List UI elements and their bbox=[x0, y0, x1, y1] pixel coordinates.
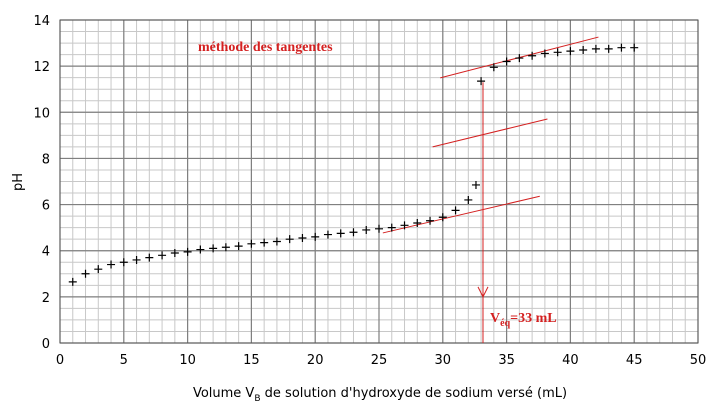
x-axis-label: Volume VB de solution d'hydroxyde de sod… bbox=[193, 386, 567, 404]
data-point bbox=[132, 255, 141, 264]
method-label: méthode des tangentes bbox=[198, 40, 333, 55]
data-point bbox=[471, 180, 480, 189]
data-point bbox=[579, 45, 588, 54]
data-point bbox=[349, 228, 358, 237]
x-tick-label: 25 bbox=[371, 353, 388, 368]
x-tick-label: 15 bbox=[243, 353, 260, 368]
data-point bbox=[272, 237, 281, 246]
equivalence-label: Véq=33 mL bbox=[490, 311, 557, 329]
y-tick-label: 8 bbox=[42, 152, 50, 167]
data-point bbox=[94, 265, 103, 274]
x-label-text: Volume V bbox=[193, 386, 254, 401]
eq-sub: éq bbox=[500, 318, 510, 329]
data-point bbox=[387, 223, 396, 232]
data-point bbox=[158, 251, 167, 260]
data-point bbox=[119, 258, 128, 267]
x-tick-label: 40 bbox=[562, 353, 579, 368]
data-point bbox=[81, 269, 90, 278]
x-tick-label: 20 bbox=[307, 353, 324, 368]
x-label-text: de solution d'hydroxyde de sodium versé … bbox=[261, 386, 568, 401]
data-point bbox=[426, 216, 435, 225]
eq-text: V bbox=[490, 311, 500, 326]
data-point bbox=[183, 247, 192, 256]
data-point bbox=[170, 249, 179, 258]
data-point bbox=[477, 77, 486, 86]
tangent-line bbox=[432, 118, 548, 148]
data-point bbox=[107, 260, 116, 269]
plot-border bbox=[59, 19, 699, 344]
data-point bbox=[515, 54, 524, 63]
x-tick-label: 30 bbox=[435, 353, 452, 368]
data-point bbox=[540, 49, 549, 58]
data-point bbox=[221, 243, 230, 252]
x-tick-label: 10 bbox=[179, 353, 196, 368]
data-point bbox=[630, 43, 639, 52]
equivalence-arrow bbox=[477, 286, 489, 298]
data-point bbox=[438, 213, 447, 222]
x-tick-label: 50 bbox=[690, 353, 707, 368]
x-tick-label: 5 bbox=[120, 353, 128, 368]
y-tick-label: 14 bbox=[33, 14, 50, 29]
eq-text: =33 mL bbox=[510, 311, 556, 326]
data-point bbox=[413, 219, 422, 228]
y-tick-label: 0 bbox=[42, 337, 50, 352]
y-tick-label: 12 bbox=[33, 60, 50, 75]
data-point bbox=[553, 48, 562, 57]
data-point bbox=[375, 224, 383, 233]
data-point bbox=[464, 195, 473, 204]
y-tick-label: 6 bbox=[42, 199, 50, 214]
data-point bbox=[336, 229, 345, 238]
data-point bbox=[298, 234, 307, 243]
x-label-sub: B bbox=[254, 394, 260, 404]
data-point bbox=[362, 225, 371, 234]
tangent-line bbox=[382, 195, 540, 234]
data-point bbox=[528, 51, 537, 60]
data-point bbox=[311, 232, 320, 241]
plot-layer: 0 5 10 15 20 25 30 35 40 45 50 0 2 4 6 8 10 12 14 bbox=[33, 14, 706, 368]
data-point bbox=[247, 239, 256, 248]
data-point bbox=[617, 43, 626, 52]
data-point bbox=[489, 63, 498, 72]
y-tick-label: 4 bbox=[42, 245, 50, 260]
data-point bbox=[285, 235, 294, 244]
data-point bbox=[234, 242, 243, 251]
data-point bbox=[323, 230, 332, 239]
x-tick-label: 0 bbox=[56, 353, 64, 368]
y-axis-label: pH bbox=[11, 173, 26, 191]
data-point bbox=[260, 238, 269, 247]
x-tick-label: 45 bbox=[626, 353, 643, 368]
x-tick-label: 35 bbox=[498, 353, 515, 368]
data-point bbox=[451, 206, 460, 215]
data-point bbox=[502, 57, 511, 66]
data-point bbox=[196, 245, 205, 254]
data-point bbox=[145, 253, 154, 262]
y-tick-label: 10 bbox=[33, 106, 50, 121]
data-point bbox=[400, 221, 409, 230]
data-point bbox=[591, 44, 600, 53]
data-point bbox=[68, 277, 77, 286]
data-point bbox=[209, 244, 218, 253]
data-point bbox=[566, 47, 575, 56]
data-point bbox=[604, 44, 613, 53]
y-tick-label: 2 bbox=[42, 291, 50, 306]
